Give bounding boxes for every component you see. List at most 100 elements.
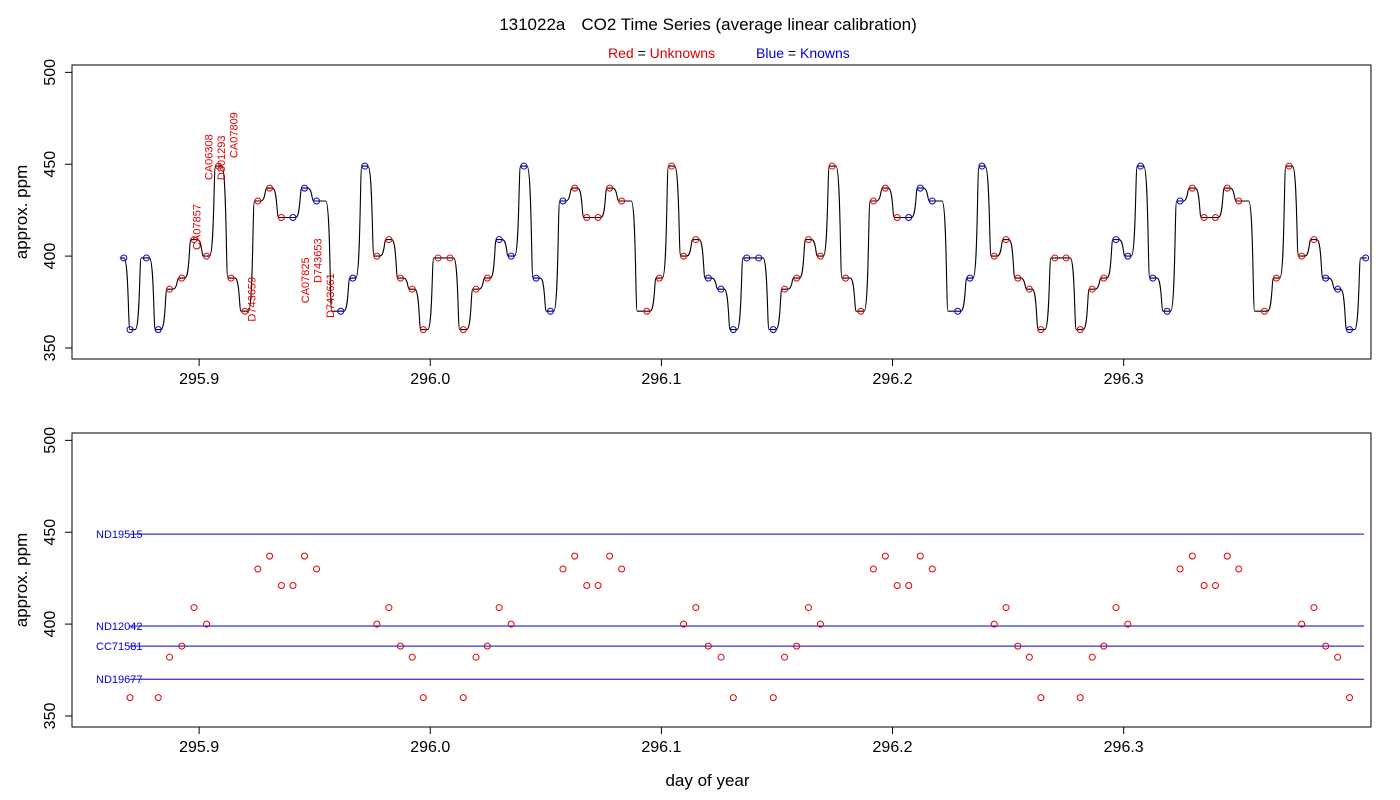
bottom-y-axis-label: approx. ppm [12, 533, 31, 628]
bottom-x-tick-label: 295.9 [179, 739, 219, 756]
bottom-plot-frame [71, 432, 1372, 728]
sample-id-annotation: D743659 [247, 277, 259, 322]
unknown-sample-point [1037, 694, 1045, 702]
known-sample-point [507, 252, 515, 260]
unknown-sample-point [668, 162, 676, 170]
unknown-sample-point [1112, 604, 1120, 612]
top-y-tick-label: 400 [42, 243, 59, 270]
known-sample-point [120, 254, 128, 262]
unknown-sample-point [1051, 254, 1059, 262]
unknown-sample-point [1100, 642, 1108, 650]
unknown-sample-point [1223, 184, 1231, 192]
top-y-tick-label: 350 [42, 335, 59, 362]
sample-id-annotation: D743653 [313, 238, 325, 283]
unknown-sample-point [190, 236, 198, 244]
known-sample-point [1346, 326, 1354, 334]
unknown-sample-point [816, 620, 824, 628]
top-y-axis-label: approx. ppm [12, 165, 31, 260]
unknown-sample-point [793, 642, 801, 650]
figure-title: 131022a CO2 Time Series (average linear c… [499, 15, 917, 34]
known-sample-point [495, 236, 503, 244]
known-sample-point [1176, 197, 1184, 205]
unknown-sample-point [881, 184, 889, 192]
bottom-y-tick-label: 350 [42, 703, 59, 730]
unknown-sample-point [396, 274, 404, 282]
legend-unknowns-equals: = [634, 45, 650, 61]
known-sample-point [1149, 274, 1157, 282]
unknown-sample-point [1285, 162, 1293, 170]
legend-unknowns-label: Unknowns [650, 45, 715, 61]
unknown-sample-point [869, 197, 877, 205]
legend-knowns-color-word: Blue [756, 45, 784, 61]
unknown-sample-point [990, 620, 998, 628]
figure-title-id: 131022a [499, 15, 566, 34]
unknown-sample-point [178, 274, 186, 282]
top-y-tick-label: 450 [42, 151, 59, 178]
unknown-sample-point [277, 214, 285, 222]
unknown-sample-point [215, 162, 223, 170]
legend-knowns-label: Knowns [800, 45, 850, 61]
unknown-sample-point [266, 184, 274, 192]
known-sample-point [289, 214, 297, 222]
unknown-sample-point [583, 214, 591, 222]
known-sample-point [729, 326, 737, 334]
unknown-sample-point [990, 252, 998, 260]
known-sample-point [1137, 162, 1145, 170]
unknown-sample-point [857, 307, 865, 315]
known-sample-point [520, 162, 528, 170]
unknown-sample-point [916, 552, 924, 560]
unknown-sample-point [178, 642, 186, 650]
known-sample-point [546, 307, 554, 315]
top-x-tick-label: 296.2 [873, 371, 913, 388]
bottom-y-tick-label: 450 [42, 519, 59, 546]
known-sample-point [769, 326, 777, 334]
unknown-sample-point [643, 307, 651, 315]
unknown-sample-point [1188, 552, 1196, 560]
unknown-sample-point [289, 582, 297, 590]
known-sample-point [1362, 254, 1370, 262]
sample-id-annotation: CA07809 [229, 112, 241, 158]
unknown-sample-point [680, 620, 688, 628]
unknown-sample-point [1235, 565, 1243, 573]
unknown-sample-point [1014, 274, 1022, 282]
figure-title-text: CO2 Time Series (average linear calibrat… [581, 15, 916, 34]
unknown-sample-point [1334, 653, 1342, 661]
unknown-sample-point [277, 582, 285, 590]
unknown-sample-point [928, 565, 936, 573]
unknown-sample-point [769, 694, 777, 702]
unknown-sample-point [385, 604, 393, 612]
top-x-tick-label: 295.9 [179, 371, 219, 388]
sample-id-annotation: CA06308 [203, 134, 215, 180]
known-sample-point [755, 254, 763, 262]
unknown-sample-point [154, 694, 162, 702]
sample-id-annotation: D743661 [325, 273, 337, 318]
unknown-sample-point [1176, 565, 1184, 573]
reference-label-cc71581: CC71581 [96, 641, 142, 653]
unknown-sample-point [655, 274, 663, 282]
known-sample-point [704, 274, 712, 282]
known-sample-point [301, 184, 309, 192]
known-sample-point [743, 254, 751, 262]
known-sample-point [1112, 236, 1120, 244]
known-sample-point [313, 197, 321, 205]
unknown-sample-point [1272, 274, 1280, 282]
reference-label-nd19677: ND19677 [96, 674, 142, 686]
unknown-sample-point [483, 642, 491, 650]
unknown-sample-point [869, 565, 877, 573]
known-sample-point [978, 162, 986, 170]
unknown-sample-point [313, 565, 321, 573]
unknown-sample-point [893, 214, 901, 222]
known-sample-point [905, 214, 913, 222]
known-sample-point [1163, 307, 1171, 315]
unknown-sample-point [828, 162, 836, 170]
unknown-sample-point [254, 565, 262, 573]
unknown-sample-point [301, 552, 309, 560]
bottom-x-tick-label: 296.0 [410, 739, 450, 756]
unknown-sample-point [254, 197, 262, 205]
known-sample-point [337, 307, 345, 315]
unknown-sample-point [1076, 694, 1084, 702]
unknown-sample-point [816, 252, 824, 260]
sample-id-annotation: CA07825 [300, 257, 312, 303]
unknown-sample-point [571, 184, 579, 192]
